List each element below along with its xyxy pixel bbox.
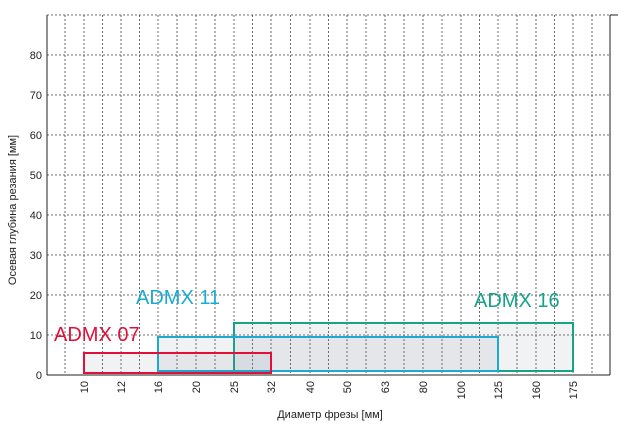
y-tick-0: 0 (36, 370, 42, 382)
x-tick-125: 125 (493, 381, 505, 399)
bars (83, 322, 574, 374)
y-tick-20: 20 (30, 290, 42, 302)
x-tick-50: 50 (342, 381, 354, 393)
y-tick-labels: 0 10 20 30 40 50 60 70 80 (30, 50, 42, 382)
x-tick-175: 175 (568, 381, 580, 399)
y-tick-10: 10 (30, 330, 42, 342)
series-labels: ADMX 07 ADMX 11 ADMX 16 (54, 287, 560, 346)
y-tick-80: 80 (30, 50, 42, 62)
x-tick-160: 160 (531, 381, 543, 399)
x-tick-25: 25 (229, 381, 241, 393)
y-tick-50: 50 (30, 170, 42, 182)
y-tick-40: 40 (30, 210, 42, 222)
plot-frame (46, 14, 618, 376)
x-tick-10: 10 (79, 381, 91, 393)
x-tick-80: 80 (418, 381, 430, 393)
bar-admx-07 (83, 352, 272, 374)
x-tick-labels: 10 12 16 20 25 32 40 50 63 80 100 125 160 175 (79, 381, 580, 399)
bar-admx-16 (233, 322, 574, 372)
x-tick-16: 16 (153, 381, 165, 393)
y-tick-60: 60 (30, 130, 42, 142)
x-tick-63: 63 (380, 381, 392, 393)
y-tick-70: 70 (30, 90, 42, 102)
x-tick-40: 40 (305, 381, 317, 393)
x-axis-title: Диаметр фрезы [мм] (277, 409, 383, 421)
x-tick-100: 100 (456, 381, 468, 399)
series-label-admx-16: ADMX 16 (474, 290, 560, 312)
grid (47, 14, 610, 375)
x-tick-32: 32 (266, 381, 278, 393)
series-label-admx-11: ADMX 11 (136, 287, 220, 309)
y-axis-title: Осевая глубина резания [мм] (7, 135, 19, 285)
y-tick-30: 30 (30, 250, 42, 262)
x-tick-12: 12 (116, 381, 128, 393)
series-label-admx-07: ADMX 07 (54, 324, 140, 346)
x-tick-20: 20 (191, 381, 203, 393)
